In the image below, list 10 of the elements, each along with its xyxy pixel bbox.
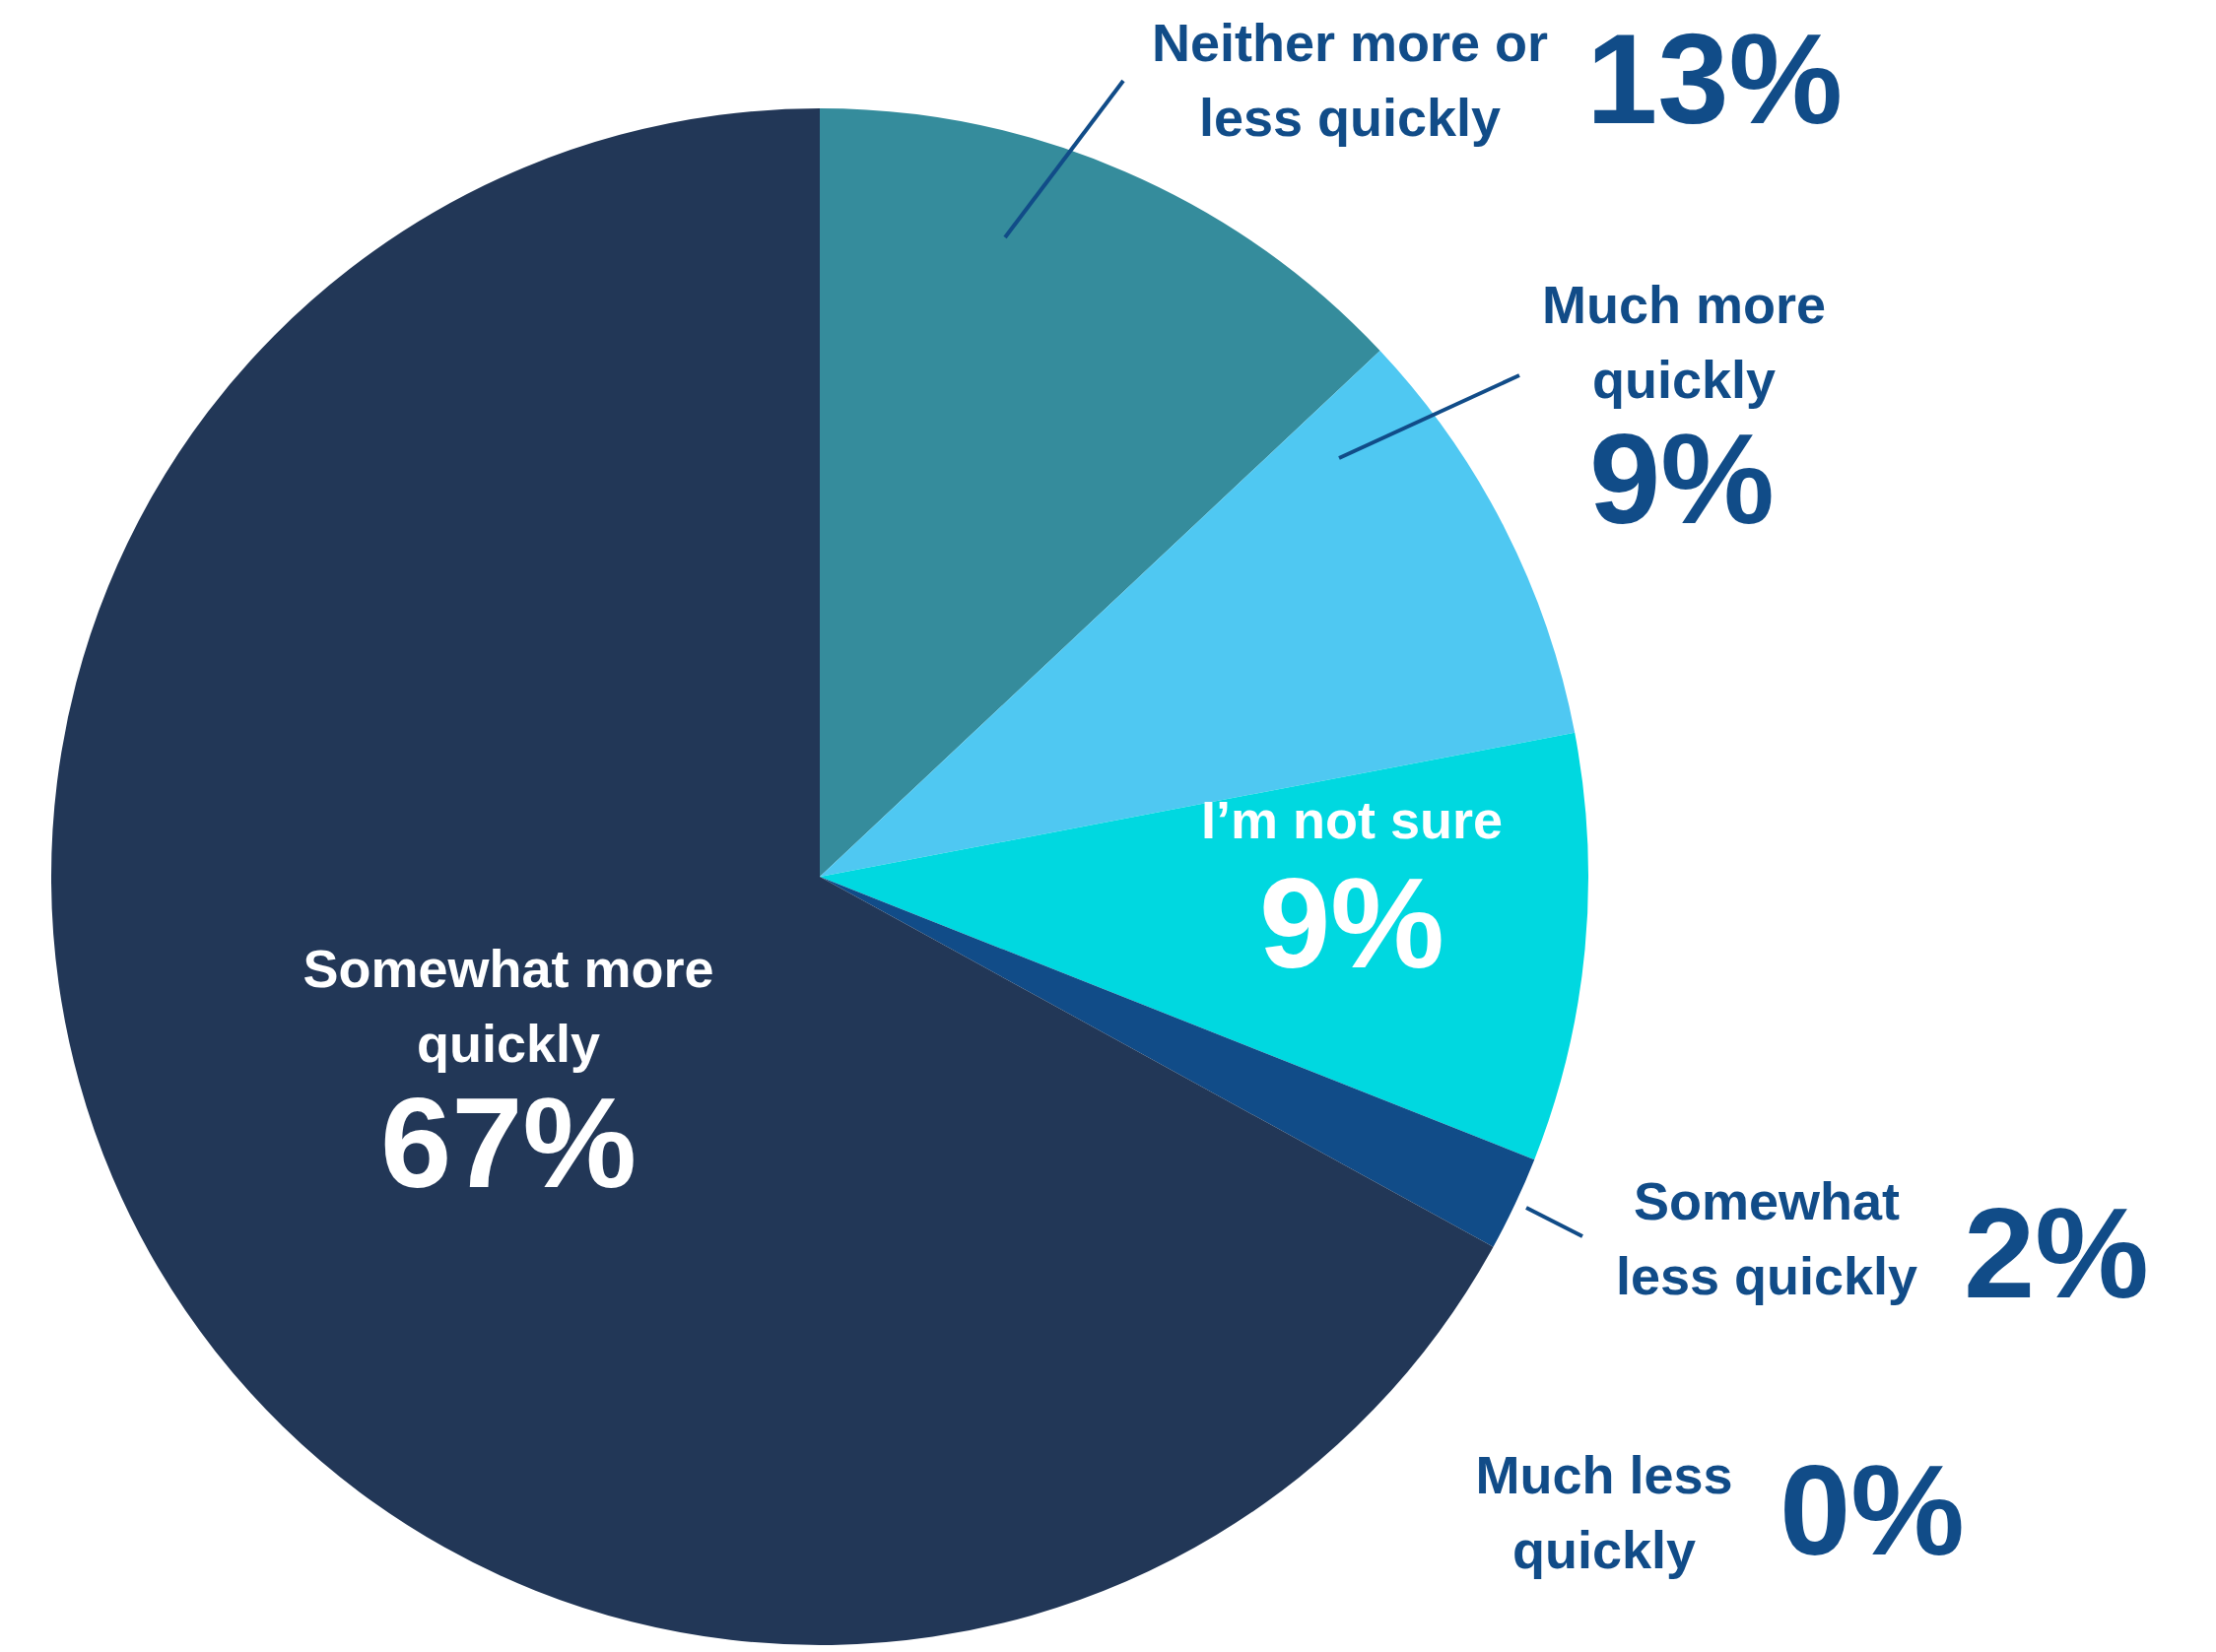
slice-label: Somewhat less quickly xyxy=(1615,1170,1918,1305)
slice-label: I’m not sure xyxy=(1200,789,1504,849)
category-label: Much less quickly xyxy=(1475,1444,1733,1579)
text: 0% xyxy=(1780,1437,1965,1582)
slice-label: Somewhat more quickly xyxy=(302,938,714,1073)
slice-label: Neither more or less quickly xyxy=(1151,12,1549,147)
data-label: 13% xyxy=(1585,6,1844,151)
slice-label: Much more quickly xyxy=(1541,274,1827,409)
data-label: 9% xyxy=(1259,850,1444,995)
data-label: 2% xyxy=(1964,1180,2149,1325)
